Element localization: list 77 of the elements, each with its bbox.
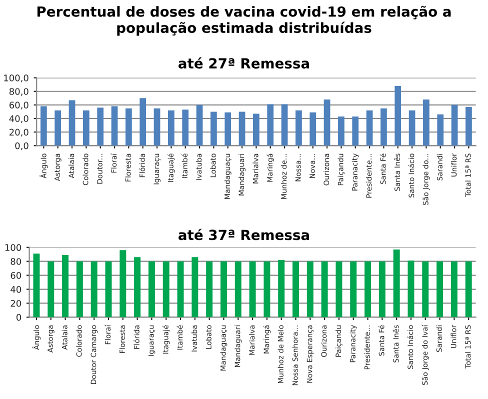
y-tick-label: 60 (10, 272, 22, 279)
bar (83, 110, 90, 146)
y-tick-label: 20 (10, 300, 22, 307)
bar (310, 112, 316, 146)
y-tick-label: 100,0 (4, 74, 28, 82)
bar (168, 110, 174, 146)
bar (321, 261, 328, 318)
bar (408, 110, 416, 146)
y-tick-label: 80 (10, 258, 22, 265)
bar (33, 254, 40, 318)
bar (306, 261, 314, 318)
bar (249, 261, 256, 318)
bar (182, 110, 189, 146)
bar (324, 100, 330, 146)
bar (68, 100, 76, 146)
bar (436, 261, 444, 318)
bar (296, 110, 302, 146)
bar (105, 261, 112, 318)
bar (336, 261, 342, 318)
bar (292, 261, 299, 318)
bar (264, 261, 270, 318)
bar (281, 104, 288, 146)
bar (48, 261, 54, 318)
bar (437, 114, 444, 146)
bar (196, 104, 203, 146)
bar (393, 249, 400, 318)
bar (40, 106, 47, 146)
chart-title: Percentual de doses de vacina covid-19 em relação a população estimada distribuídas (37, 6, 451, 36)
y-tick-label: 0,0 (15, 142, 28, 150)
bar (177, 261, 184, 318)
bar (62, 255, 69, 318)
bar (148, 261, 155, 318)
y-tick-label: 100 (5, 244, 22, 251)
bar (90, 261, 98, 318)
bar (466, 106, 472, 146)
bar (378, 261, 386, 318)
bar (162, 261, 170, 318)
bar (364, 261, 372, 318)
bar (451, 104, 458, 146)
y-tick-label: 80,0 (9, 88, 28, 96)
bar (422, 261, 429, 318)
y-tick-label: 20,0 (10, 128, 28, 137)
y-tick-label: 0 (16, 314, 22, 321)
bar (380, 108, 387, 146)
bar (154, 108, 160, 146)
bar (267, 104, 274, 146)
bar (126, 108, 132, 146)
bar (76, 261, 83, 318)
bar (394, 86, 402, 146)
y-tick-label: 40 (10, 286, 22, 293)
bar (408, 260, 414, 318)
bar (220, 261, 227, 318)
bar (140, 98, 146, 146)
bar (192, 257, 198, 318)
bar (366, 110, 373, 146)
bar (253, 114, 260, 146)
bar (134, 257, 141, 318)
bar (465, 261, 472, 318)
bar (224, 112, 232, 146)
chart-title: até 37ª Remessa (178, 228, 309, 240)
bar (206, 261, 213, 318)
bar (210, 112, 217, 146)
bar (338, 116, 344, 146)
bar (350, 261, 357, 318)
bar (234, 261, 242, 318)
bar (352, 116, 359, 146)
bar (97, 108, 104, 146)
bar (278, 260, 285, 318)
bar (238, 112, 246, 146)
bar (120, 250, 126, 318)
y-tick-label: 40,0 (9, 115, 28, 123)
bar (450, 261, 458, 318)
chart-subtitle: até 27ª Remessa (178, 57, 309, 69)
y-tick-label: 60,0 (9, 102, 28, 110)
bar (54, 110, 62, 146)
bar (111, 106, 118, 146)
bar (423, 100, 430, 146)
